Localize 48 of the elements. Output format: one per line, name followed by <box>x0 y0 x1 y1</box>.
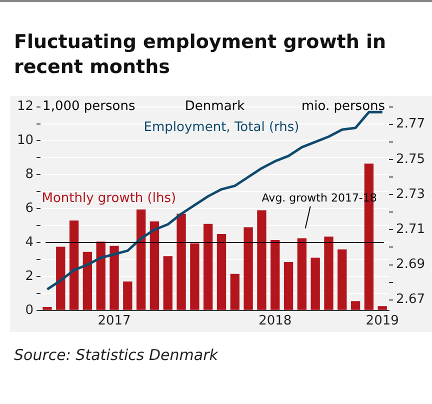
bar <box>69 220 79 310</box>
bar <box>324 236 334 310</box>
y2-tick-label: 2.69 <box>396 257 426 272</box>
y-tick-label: 2 <box>25 268 34 284</box>
bar <box>110 246 119 310</box>
bar <box>176 214 186 310</box>
bar <box>230 274 240 310</box>
x-tick-label: 2017 <box>98 314 131 329</box>
y2-tick-label: 2.73 <box>396 186 426 202</box>
y-axis-title: 1,000 persons <box>42 99 136 114</box>
chart-title: Fluctuating employment growth in recent months <box>14 30 388 80</box>
bar <box>257 210 266 310</box>
bar <box>150 221 160 310</box>
bar <box>42 307 52 310</box>
series-label: Employment, Total (rhs) <box>144 120 300 136</box>
y-tick-label: 4 <box>25 234 34 250</box>
y2-axis-title: mio. persons <box>301 99 386 114</box>
bar <box>136 209 146 310</box>
bar <box>378 306 387 310</box>
x-tick-label: 2019 <box>366 314 399 329</box>
bar <box>244 227 253 310</box>
y2-tick-label: 2.71 <box>396 222 426 238</box>
annotation: Denmark <box>184 99 246 114</box>
bar <box>338 249 347 310</box>
source-note: Source: Statistics Denmark <box>14 345 220 366</box>
y-tick-label: 10 <box>16 133 34 148</box>
y2-tick-label: 2.77 <box>396 116 426 132</box>
x-tick-label: 2018 <box>258 314 292 329</box>
y2-tick-label: 2.67 <box>396 292 426 308</box>
y-tick-label: 8 <box>25 167 34 182</box>
bar <box>310 258 320 310</box>
bar <box>270 240 280 310</box>
bar <box>190 243 200 310</box>
bar <box>56 246 66 310</box>
y2-tick-label: 2.75 <box>396 152 426 167</box>
series-label: Monthly growth (lhs) <box>42 190 176 206</box>
y-tick-label: 0 <box>25 302 34 318</box>
bar <box>204 224 213 310</box>
bar <box>297 238 307 310</box>
bar <box>350 301 360 310</box>
y-tick-label: 6 <box>25 200 34 216</box>
bar <box>82 252 92 310</box>
bar <box>216 234 226 310</box>
bar <box>163 256 172 310</box>
bar <box>284 262 294 310</box>
bar <box>123 282 132 310</box>
y-tick-label: 12 <box>16 99 34 114</box>
bar <box>96 242 106 310</box>
